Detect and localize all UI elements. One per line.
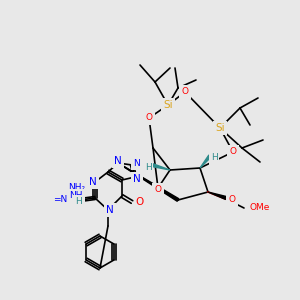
Text: H: H [211, 154, 218, 163]
Text: N: N [89, 177, 97, 187]
Text: N: N [133, 158, 140, 167]
Text: =NH: =NH [53, 196, 74, 205]
Text: N: N [106, 205, 114, 215]
Polygon shape [208, 192, 226, 200]
Text: N: N [133, 174, 141, 184]
Text: Si: Si [163, 100, 173, 110]
Text: O: O [136, 197, 144, 207]
Polygon shape [118, 163, 179, 201]
Text: O: O [146, 113, 152, 122]
Text: O: O [229, 196, 236, 205]
Text: N: N [114, 156, 122, 166]
Text: H: H [75, 197, 81, 206]
Text: NH₂: NH₂ [68, 184, 86, 193]
Text: O: O [182, 88, 188, 97]
Text: OMe: OMe [249, 203, 269, 212]
Text: NH: NH [70, 191, 83, 200]
Polygon shape [200, 155, 211, 168]
Polygon shape [152, 164, 170, 170]
Text: O: O [230, 148, 236, 157]
Text: H: H [145, 163, 152, 172]
Text: O: O [154, 185, 161, 194]
Text: Si: Si [215, 123, 225, 133]
